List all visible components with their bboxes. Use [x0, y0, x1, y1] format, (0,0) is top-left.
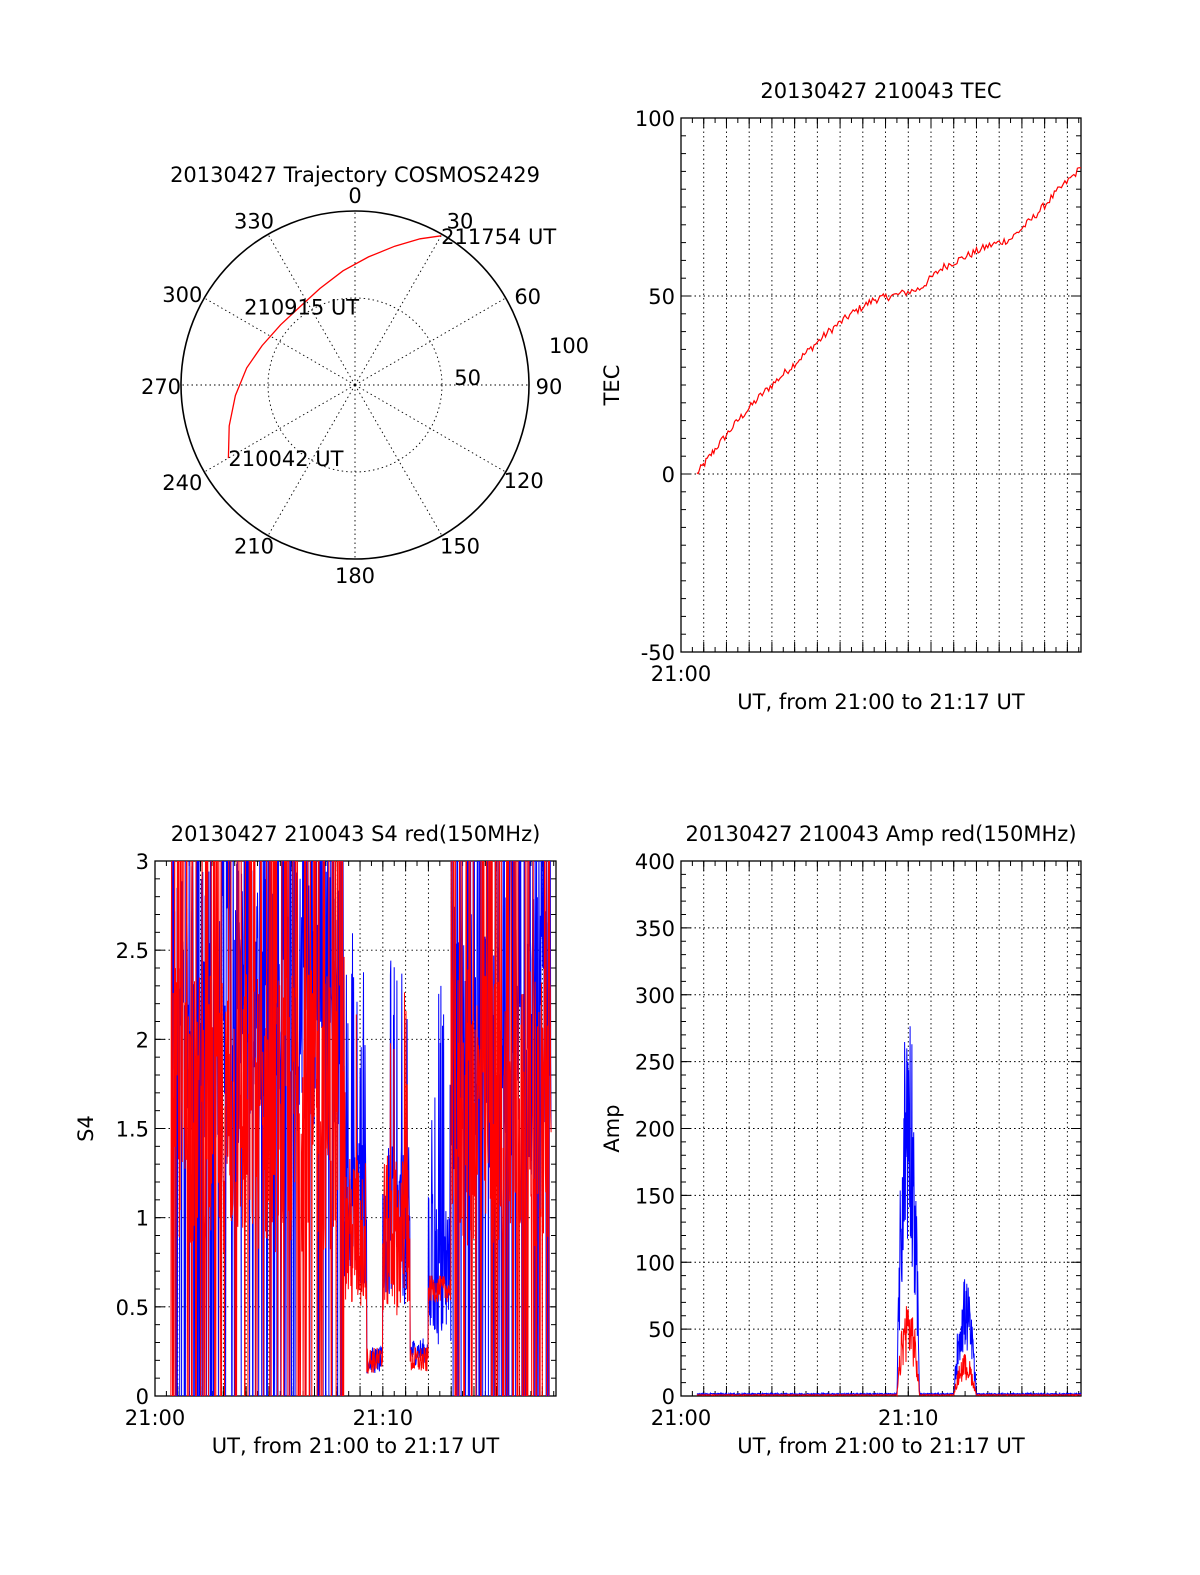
- azimuth-label: 0: [348, 184, 361, 208]
- y-tick-label: 250: [635, 1051, 675, 1075]
- y-tick-label: 300: [635, 984, 675, 1008]
- x-tick-label: 21:00: [125, 1406, 186, 1430]
- chart-title: 20130427 210043 TEC: [760, 79, 1001, 103]
- azimuth-label: 90: [536, 375, 563, 399]
- radius-50-circle: [267, 297, 443, 473]
- azimuth-label: 240: [162, 471, 202, 495]
- radial-gridline: [267, 384, 356, 536]
- y-tick-label: 2.5: [116, 939, 149, 963]
- azimuth-label: 150: [440, 535, 480, 559]
- s4-red-series: [170, 861, 552, 1396]
- azimuth-label: 330: [234, 209, 274, 233]
- polar-panel: 0 30 60 90 120 150 180 210 240 270 300 330 50 100 2117…: [141, 163, 589, 588]
- plot-frame: [154, 860, 557, 1397]
- time-annotation: 211754 UT: [441, 225, 556, 249]
- y-tick-label: 0.5: [116, 1296, 149, 1320]
- y-tick-label: 50: [648, 285, 675, 309]
- panel-tec: -50 0 50 100 21:00 20130427 210043 TEC UT, fro…: [600, 79, 1082, 714]
- polar-boundary: [180, 210, 530, 560]
- y-tick-label: 50: [648, 1318, 675, 1342]
- radial-gridline: [204, 297, 356, 386]
- amp-blue-series: [696, 1026, 1082, 1397]
- azimuth-label: 30: [447, 209, 474, 233]
- x-axis-label: UT, from 21:00 to 21:17 UT: [212, 1434, 500, 1458]
- x-axis-label: UT, from 21:00 to 21:17 UT: [737, 690, 1025, 714]
- azimuth-label: 270: [141, 375, 181, 399]
- time-annotation: 210042 UT: [228, 447, 343, 471]
- y-tick-label: 3: [136, 850, 149, 874]
- y-axis-label: S4: [74, 1115, 98, 1142]
- y-tick-label: 2: [136, 1028, 149, 1052]
- radial-gridline: [267, 234, 356, 386]
- x-tick-label: 21:10: [353, 1406, 414, 1430]
- y-tick-label: 0: [662, 463, 675, 487]
- chart-title: 20130427 Trajectory COSMOS2429: [170, 163, 540, 187]
- amp-red-series: [696, 1306, 1082, 1398]
- radius-label: 50: [454, 366, 481, 390]
- y-tick-label: 100: [635, 107, 675, 131]
- panel-amp: 0 50 100 150 200 250 300 350 400 21:00 21:10 201304…: [600, 822, 1082, 1458]
- azimuth-label: 300: [162, 283, 202, 307]
- y-tick-label: 150: [635, 1184, 675, 1208]
- y-tick-label: 100: [635, 1251, 675, 1275]
- plot-frame: [680, 860, 1082, 1397]
- y-axis-label: Amp: [600, 1104, 624, 1152]
- x-tick-label: 21:10: [878, 1406, 939, 1430]
- y-tick-label: 0: [662, 1385, 675, 1409]
- x-tick-label: 21:00: [651, 1406, 712, 1430]
- azimuth-label: 120: [504, 469, 544, 493]
- y-tick-label: 0: [136, 1385, 149, 1409]
- azimuth-label: 180: [335, 564, 375, 588]
- panel-s4: 0 0.5 1 1.5 2 2.5 3 21:00 21:10 20130427 210043 S…: [74, 822, 557, 1458]
- x-tick-label: 21:00: [651, 662, 712, 686]
- azimuth-label: 60: [514, 285, 541, 309]
- s4-blue-series: [171, 861, 552, 1396]
- y-tick-label: -50: [641, 641, 675, 665]
- chart-title: 20130427 210043 Amp red(150MHz): [685, 822, 1076, 846]
- y-tick-label: 1: [136, 1207, 149, 1231]
- radius-label: 100: [549, 334, 589, 358]
- y-tick-label: 1.5: [116, 1118, 149, 1142]
- plot-frame: [680, 117, 1082, 653]
- trajectory-line: [227, 235, 442, 459]
- tec-series-line: [696, 167, 1082, 475]
- azimuth-label: 210: [234, 535, 274, 559]
- y-tick-label: 200: [635, 1118, 675, 1142]
- radial-gridline: [204, 384, 356, 473]
- y-tick-label: 400: [635, 850, 675, 874]
- chart-title: 20130427 210043 S4 red(150MHz): [171, 822, 541, 846]
- y-tick-label: 350: [635, 917, 675, 941]
- x-axis-label: UT, from 21:00 to 21:17 UT: [737, 1434, 1025, 1458]
- time-annotation: 210915 UT: [244, 296, 359, 320]
- y-axis-label: TEC: [600, 365, 624, 407]
